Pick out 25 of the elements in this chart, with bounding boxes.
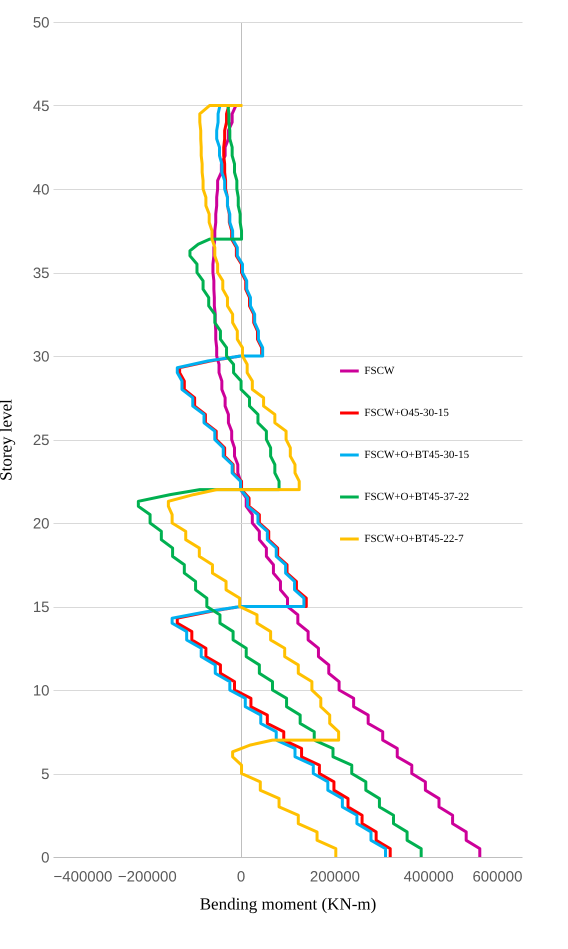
y-axis-title: Storey level <box>0 398 16 481</box>
y-tick-label: 15 <box>32 599 50 616</box>
legend-label: FSCW+O45-30-15 <box>364 407 450 419</box>
y-tick-label: 0 <box>41 850 50 866</box>
y-tick-label: 10 <box>32 682 50 700</box>
y-tick-label: 5 <box>41 766 50 783</box>
y-tick-label: 20 <box>32 516 50 532</box>
legend-label: FSCW+O+BT45-30-15 <box>364 449 470 461</box>
line-series <box>166 104 340 858</box>
y-tick-label: 45 <box>32 98 50 115</box>
x-tick-label: 0 <box>236 868 246 886</box>
y-tick-label: 35 <box>32 265 50 282</box>
x-tick-label: 400000 <box>404 868 454 886</box>
legend-label: FSCW+O+BT45-22-7 <box>364 533 464 545</box>
x-axis-title: Bending moment (KN-m) <box>200 894 376 914</box>
legend-label: FSCW+O+BT45-37-22 <box>364 491 470 503</box>
x-tick-label: 600000 <box>472 868 522 886</box>
x-tick-label: −400000 <box>54 868 112 886</box>
x-tick-label: 200000 <box>310 868 360 886</box>
x-tick-label: −200000 <box>118 868 177 886</box>
y-tick-label: 30 <box>32 348 50 366</box>
y-tick-label: 50 <box>32 14 50 32</box>
y-tick-label: 40 <box>32 182 50 198</box>
legend-label: FSCW <box>364 365 395 377</box>
y-tick-label: 25 <box>32 432 50 449</box>
